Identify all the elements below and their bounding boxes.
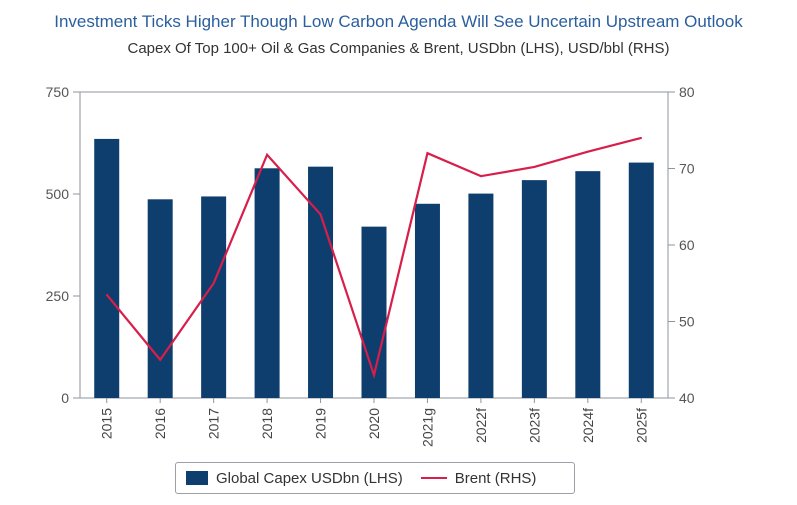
right-axis-label: 70: [679, 161, 695, 177]
right-axis-label: 50: [679, 314, 695, 330]
bar-capex: [94, 138, 120, 399]
legend-swatch-capex: [186, 471, 208, 485]
bar-capex: [414, 203, 440, 398]
legend: Global Capex USDbn (LHS) Brent (RHS): [175, 462, 575, 494]
x-axis-label: 2019: [313, 408, 329, 439]
x-axis-label: 2015: [99, 408, 115, 439]
point-brent: [373, 374, 375, 376]
point-brent: [266, 153, 268, 156]
chart-title: Investment Ticks Higher Though Low Carbo…: [54, 12, 743, 31]
x-axis-label: 2022f: [473, 408, 489, 443]
bar-capex: [468, 193, 494, 398]
left-axis-label: 750: [46, 84, 70, 100]
bar-capex: [521, 180, 547, 398]
right-axis-label: 80: [679, 84, 695, 100]
bar-capex: [147, 199, 173, 398]
left-axis-label: 0: [61, 390, 69, 406]
bar-capex: [628, 162, 654, 398]
x-axis-label: 2018: [259, 408, 275, 439]
point-brent: [587, 150, 589, 153]
x-axis-label: 2023f: [526, 408, 542, 443]
chart-subtitle: Capex Of Top 100+ Oil & Gas Companies & …: [127, 40, 670, 57]
point-brent: [533, 166, 536, 168]
x-axis-label: 2021g: [419, 408, 435, 447]
point-brent: [640, 137, 643, 139]
x-axis-label: 2025f: [633, 408, 649, 443]
bar-capex: [575, 171, 601, 398]
legend-label-brent: Brent (RHS): [454, 469, 537, 487]
x-axis-label: 2024f: [580, 408, 596, 443]
point-brent: [319, 213, 322, 216]
bar-capex: [254, 168, 280, 398]
bar-capex: [201, 196, 227, 398]
legend-swatch-brent: [420, 477, 447, 479]
point-brent: [212, 282, 215, 285]
x-axis-label: 2016: [152, 408, 168, 439]
x-axis-label: 2017: [206, 408, 222, 439]
right-axis-label: 60: [679, 237, 695, 253]
bar-capex: [308, 166, 334, 398]
x-axis-label: 2020: [366, 408, 382, 439]
point-brent: [480, 175, 482, 177]
left-axis-label: 250: [46, 288, 70, 304]
legend-label-capex: Global Capex USDbn (LHS): [216, 469, 403, 487]
point-brent: [159, 358, 161, 361]
right-axis-label: 40: [679, 390, 695, 406]
left-axis-label: 500: [46, 186, 70, 202]
point-brent: [426, 152, 429, 154]
bar-capex: [361, 226, 387, 398]
point-brent: [105, 293, 108, 296]
